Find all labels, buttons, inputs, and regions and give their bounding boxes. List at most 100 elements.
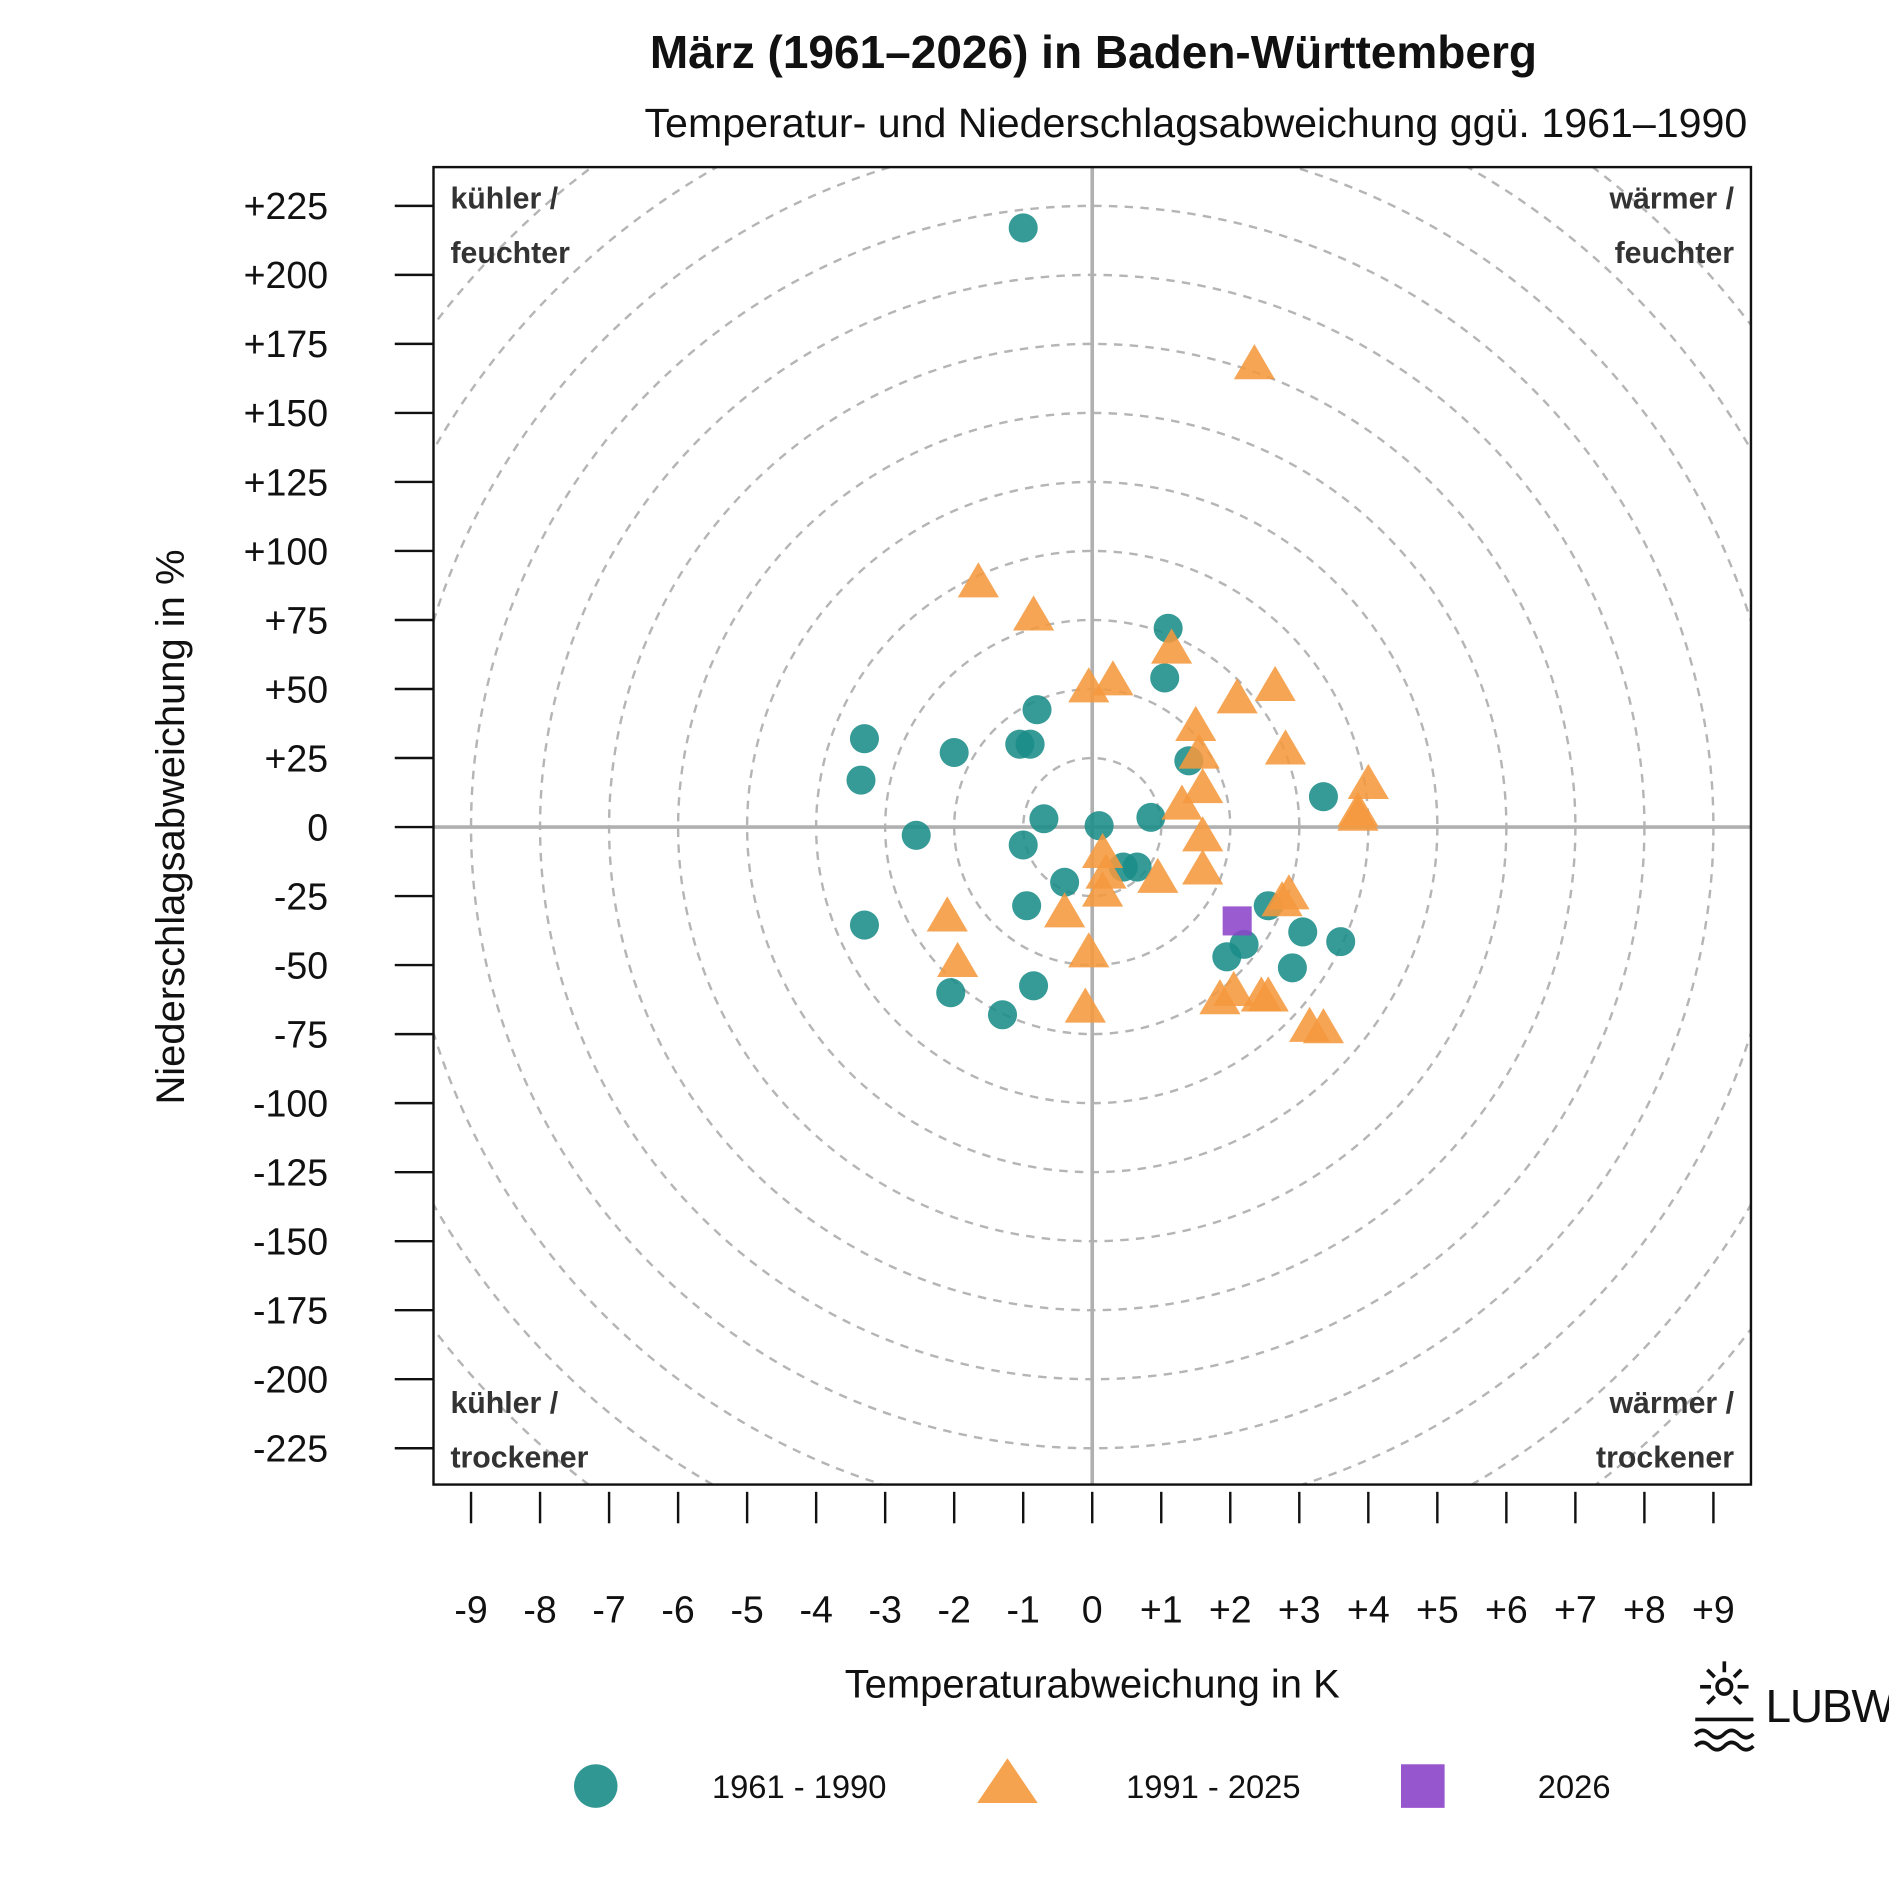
point-triangle bbox=[1337, 795, 1379, 831]
quadrant-label-top-right-1: wärmer / bbox=[1609, 182, 1735, 215]
legend: 1961 - 1990 1991 - 2025 2026 bbox=[573, 1758, 1611, 1808]
y-tick-label: +50 bbox=[265, 668, 329, 710]
point-triangle bbox=[1216, 678, 1258, 714]
lubw-logo: LUBW bbox=[1693, 1661, 1889, 1752]
point-triangle bbox=[1151, 628, 1193, 664]
point-triangle bbox=[1302, 1008, 1345, 1044]
quadrant-label-bottom-right-1: wärmer / bbox=[1609, 1387, 1735, 1420]
point-circle bbox=[1008, 213, 1038, 243]
point-triangle bbox=[1182, 767, 1224, 804]
point-triangle bbox=[1254, 665, 1296, 701]
point-triangle bbox=[1044, 892, 1086, 928]
point-circle bbox=[1084, 811, 1114, 841]
x-tick-label: -9 bbox=[454, 1589, 487, 1631]
x-tick-label: +9 bbox=[1692, 1589, 1735, 1631]
legend-marker-triangle bbox=[977, 1758, 1038, 1804]
point-triangle bbox=[1261, 881, 1303, 917]
point-circle bbox=[1019, 971, 1049, 1001]
point-triangle bbox=[1233, 344, 1276, 380]
y-tick-label: +200 bbox=[244, 254, 329, 296]
y-axis-label: Niederschlagsabweichung in % bbox=[149, 550, 193, 1105]
point-triangle bbox=[1347, 763, 1389, 799]
point-triangle bbox=[1081, 832, 1124, 868]
chart-title: März (1961–2026) in Baden-Württemberg bbox=[650, 26, 1537, 78]
point-circle bbox=[1015, 729, 1045, 759]
legend-marker-circle bbox=[573, 1764, 618, 1808]
x-tick-label: -3 bbox=[868, 1589, 901, 1631]
x-tick-label: -5 bbox=[730, 1589, 763, 1631]
point-circle bbox=[1326, 927, 1356, 957]
point-triangle bbox=[1092, 660, 1134, 696]
point-square bbox=[1222, 906, 1252, 936]
quadrant-label-top-right-2: feuchter bbox=[1615, 237, 1735, 270]
x-tick-label: -7 bbox=[592, 1589, 625, 1631]
quadrant-label-bottom-right-2: trockener bbox=[1596, 1442, 1734, 1475]
point-circle bbox=[1150, 663, 1180, 693]
x-tick-label: -6 bbox=[661, 1589, 694, 1631]
x-tick-label: -2 bbox=[938, 1589, 971, 1631]
y-tick-label: -200 bbox=[253, 1359, 328, 1401]
point-triangle bbox=[937, 941, 979, 978]
point-circle bbox=[849, 910, 879, 940]
point-circle bbox=[1008, 830, 1038, 860]
x-axis: -9 -8 -7 -6 -5 -4 -3 -2 -1 0 +1 +2 +3 +4 +5 +6 +7 +8 +9 bbox=[454, 1491, 1735, 1631]
point-circle bbox=[1012, 891, 1042, 921]
point-triangle bbox=[1182, 849, 1224, 885]
y-tick-label: -150 bbox=[253, 1220, 328, 1262]
sun-icon bbox=[1715, 1677, 1734, 1696]
point-circle bbox=[1288, 917, 1318, 947]
x-tick-label: +4 bbox=[1347, 1589, 1390, 1631]
point-circle bbox=[1277, 953, 1307, 983]
logo-text: LUBW bbox=[1765, 1680, 1889, 1732]
y-tick-label: -50 bbox=[274, 944, 328, 986]
quadrant-label-top-left-1: kühler / bbox=[450, 182, 558, 215]
point-triangle bbox=[1085, 853, 1127, 889]
legend-label-2026: 2026 bbox=[1538, 1768, 1611, 1805]
point-circle bbox=[987, 1000, 1018, 1030]
x-tick-label: +3 bbox=[1278, 1589, 1321, 1631]
x-tick-label: -4 bbox=[799, 1589, 832, 1631]
x-tick-label: +2 bbox=[1209, 1589, 1252, 1631]
x-tick-label: -1 bbox=[1007, 1589, 1040, 1631]
y-tick-label: -100 bbox=[253, 1082, 328, 1124]
point-circle bbox=[1029, 804, 1059, 834]
y-axis: +225 +200 +175 +150 +125 +100 +75 +50 +25 0 -25 -50… bbox=[244, 185, 434, 1470]
y-tick-label: -175 bbox=[253, 1290, 328, 1332]
point-triangle bbox=[1081, 871, 1124, 907]
point-circle bbox=[1122, 852, 1152, 882]
point-triangle bbox=[1161, 784, 1203, 820]
legend-label-1961-1990: 1961 - 1990 bbox=[712, 1768, 886, 1805]
y-tick-label: +125 bbox=[244, 461, 329, 503]
y-tick-label: -225 bbox=[253, 1428, 328, 1470]
x-tick-label: +6 bbox=[1485, 1589, 1528, 1631]
point-circle bbox=[936, 978, 966, 1008]
y-tick-label: -125 bbox=[253, 1151, 328, 1193]
point-circle bbox=[846, 765, 876, 795]
point-triangle bbox=[957, 562, 999, 598]
point-triangle bbox=[1137, 857, 1179, 893]
y-tick-label: +25 bbox=[265, 737, 329, 779]
point-circle bbox=[1022, 695, 1052, 725]
point-triangle bbox=[1068, 932, 1110, 968]
y-tick-label: -75 bbox=[274, 1013, 328, 1055]
x-tick-label: 0 bbox=[1082, 1589, 1103, 1631]
y-tick-label: +225 bbox=[244, 185, 329, 227]
quadrant-label-bottom-left-1: kühler / bbox=[450, 1387, 558, 1420]
x-tick-label: +1 bbox=[1140, 1589, 1183, 1631]
point-triangle bbox=[1264, 729, 1307, 765]
y-tick-label: +150 bbox=[244, 392, 329, 434]
point-circle bbox=[1050, 867, 1080, 897]
y-tick-label: 0 bbox=[307, 806, 328, 848]
point-triangle bbox=[1213, 970, 1255, 1007]
quadrant-label-top-left-2: feuchter bbox=[450, 237, 570, 270]
x-axis-label: Temperaturabweichung in K bbox=[845, 1663, 1340, 1707]
x-tick-label: +7 bbox=[1554, 1589, 1597, 1631]
point-circle bbox=[1212, 942, 1242, 972]
x-tick-label: +8 bbox=[1623, 1589, 1666, 1631]
legend-marker-square bbox=[1401, 1764, 1445, 1808]
point-triangle bbox=[1175, 705, 1217, 741]
y-tick-label: +175 bbox=[244, 323, 329, 365]
x-tick-label: -8 bbox=[523, 1589, 556, 1631]
y-tick-label: -25 bbox=[274, 875, 328, 917]
